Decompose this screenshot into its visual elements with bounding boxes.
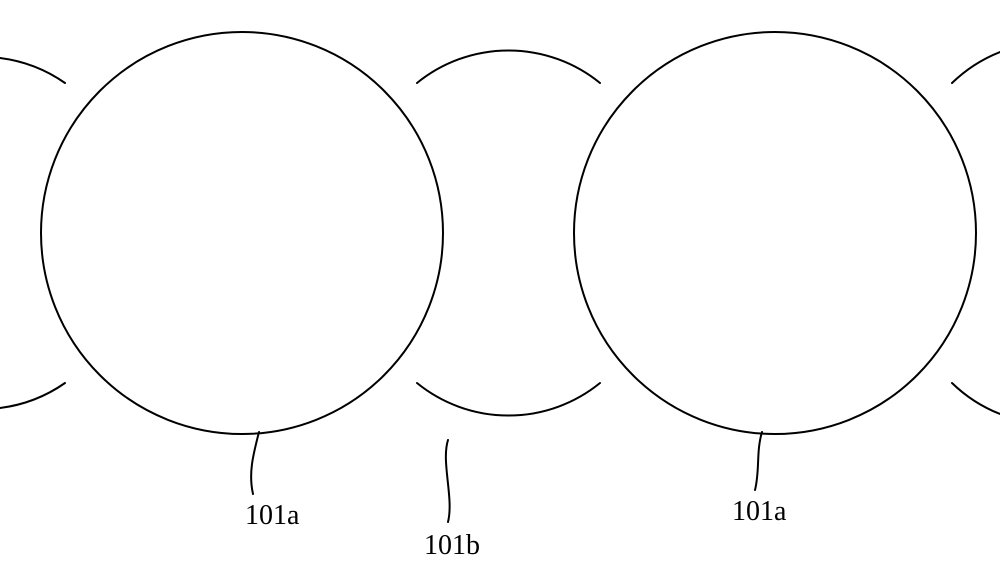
label-101a-right: 101a: [732, 496, 786, 528]
neck-center-bottom: [417, 383, 600, 416]
neck-center-top: [417, 50, 600, 83]
neck-left-top: [0, 58, 65, 83]
large-circle-left: [41, 32, 443, 434]
neck-right-top: [952, 52, 1000, 83]
diagram-canvas: 101a 101b 101a: [0, 0, 1000, 583]
neck-left-bottom: [0, 383, 65, 408]
neck-right-bottom: [952, 383, 1000, 414]
schematic-svg: [0, 0, 1000, 583]
label-101b: 101b: [424, 530, 480, 562]
large-circle-right: [574, 32, 976, 434]
leader-line-101b: [446, 440, 450, 522]
label-101a-left: 101a: [245, 500, 299, 532]
leader-line-101a-right: [755, 432, 762, 490]
leader-line-101a-left: [251, 432, 259, 494]
